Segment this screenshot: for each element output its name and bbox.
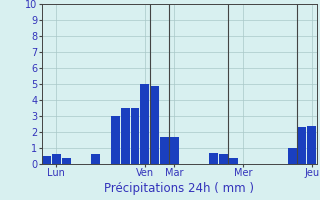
Bar: [150, 86, 159, 164]
Bar: [288, 148, 297, 164]
Bar: [42, 156, 51, 164]
Bar: [160, 137, 169, 164]
Bar: [111, 116, 120, 164]
Bar: [229, 158, 238, 164]
Bar: [219, 154, 228, 164]
Bar: [298, 127, 307, 164]
Bar: [209, 153, 218, 164]
X-axis label: Précipitations 24h ( mm ): Précipitations 24h ( mm ): [104, 182, 254, 195]
Bar: [91, 154, 100, 164]
Bar: [140, 84, 149, 164]
Bar: [131, 108, 140, 164]
Bar: [170, 137, 179, 164]
Bar: [52, 154, 61, 164]
Bar: [308, 126, 316, 164]
Bar: [62, 158, 71, 164]
Bar: [121, 108, 130, 164]
